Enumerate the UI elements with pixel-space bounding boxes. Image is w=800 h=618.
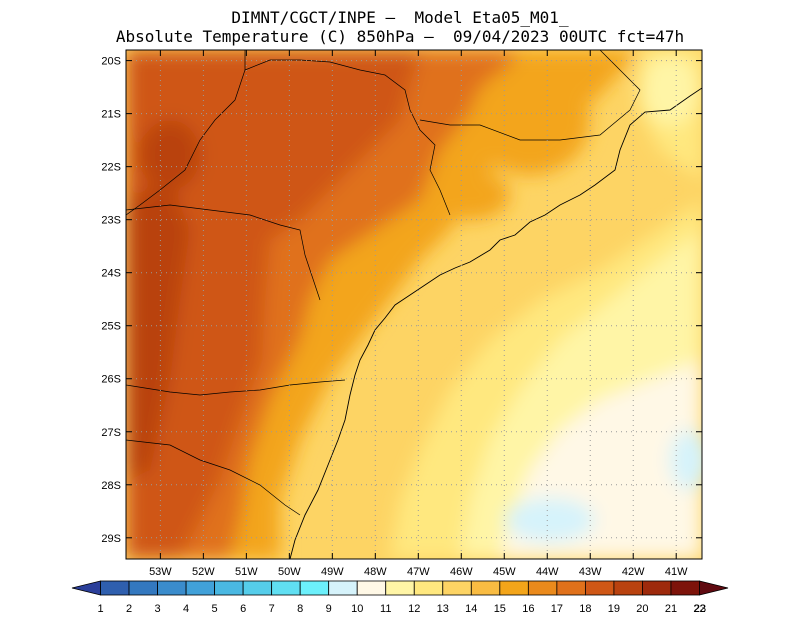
colorbar-swatch <box>527 580 558 596</box>
lat-tick-label: 26S <box>101 374 121 386</box>
colorbar-swatch <box>556 580 586 596</box>
colorbar-swatch <box>271 580 301 596</box>
colorbar-swatch <box>642 580 672 596</box>
colorbar-label: 8 <box>297 603 303 615</box>
latitude-ticks: 20S 21S 22S 23S 24S 25S 26S 27S 28S 29S <box>101 56 702 545</box>
colorbar-swatch <box>699 580 729 596</box>
lon-tick-label: 45W <box>493 566 516 578</box>
colorbar-swatch <box>385 580 415 596</box>
colorbar-label: 16 <box>522 603 534 615</box>
colorbar-swatch <box>185 580 216 596</box>
lon-tick-label: 48W <box>364 566 387 578</box>
colorbar-label: 3 <box>155 603 161 615</box>
lon-tick-label: 43W <box>579 566 602 578</box>
colorbar-label: 23 <box>694 603 706 615</box>
colorbar-label: 22 <box>693 603 705 615</box>
lon-tick-label: 52W <box>192 566 215 578</box>
colorbar-label: 14 <box>465 603 477 615</box>
colorbar-swatch <box>299 580 330 596</box>
lon-tick-label: 50W <box>278 566 301 578</box>
colorbar-label: 5 <box>212 603 218 615</box>
lat-tick-label: 22S <box>101 162 121 174</box>
lat-lon-grid <box>126 50 702 559</box>
state-borders <box>126 50 641 516</box>
colorbar-label: 9 <box>326 603 332 615</box>
lat-tick-label: 23S <box>101 215 121 227</box>
colorbar <box>71 580 729 596</box>
colorbar-label: 19 <box>608 603 620 615</box>
lon-tick-label: 49W <box>321 566 344 578</box>
lat-tick-label: 20S <box>101 56 121 68</box>
colorbar-swatch <box>442 580 472 596</box>
lat-tick-label: 29S <box>101 533 121 545</box>
colorbar-label: 20 <box>636 603 648 615</box>
colorbar-swatch <box>413 580 444 596</box>
colorbar-label: 10 <box>351 603 363 615</box>
colorbar-swatch <box>328 580 358 596</box>
lon-tick-label: 46W <box>450 566 473 578</box>
lat-tick-label: 25S <box>101 321 121 333</box>
lat-tick-label: 28S <box>101 480 121 492</box>
colorbar-label: 15 <box>494 603 506 615</box>
colorbar-label: 12 <box>408 603 420 615</box>
lon-tick-label: 51W <box>235 566 258 578</box>
colorbar-swatch <box>242 580 273 596</box>
lon-tick-label: 44W <box>536 566 559 578</box>
colorbar-swatch <box>128 580 158 596</box>
map-frame <box>125 49 703 560</box>
colorbar-label: 17 <box>551 603 563 615</box>
map-title: DIMNT/CGCT/INPE — Model Eta05_M01_ <box>231 8 569 27</box>
coastline <box>289 87 702 559</box>
longitude-ticks: 53W 52W 51W 50W 49W 48W 47W 46W 45W 44W 43W 42W 41W <box>149 50 688 578</box>
colorbar-label: 1 <box>97 603 103 615</box>
colorbar-label: 2 <box>126 603 132 615</box>
lat-tick-label: 24S <box>101 268 121 280</box>
colorbar-label: 4 <box>183 603 189 615</box>
colorbar-swatch <box>613 580 643 596</box>
colorbar-label: 18 <box>579 603 591 615</box>
colorbar-label: 13 <box>437 603 449 615</box>
lon-tick-label: 47W <box>407 566 430 578</box>
lat-tick-label: 21S <box>101 109 121 121</box>
colorbar-swatch <box>584 580 615 596</box>
colorbar-swatch <box>670 580 700 596</box>
colorbar-label: 6 <box>240 603 246 615</box>
colorbar-label: 11 <box>380 603 391 615</box>
lon-tick-label: 41W <box>665 566 688 578</box>
colorbar-swatch <box>214 580 244 596</box>
colorbar-label: 7 <box>269 603 275 615</box>
map-subtitle: Absolute Temperature (C) 850hPa — 09/04/… <box>115 27 685 46</box>
lon-tick-label: 53W <box>149 566 172 578</box>
temperature-field <box>126 50 702 559</box>
colorbar-swatch <box>499 580 529 596</box>
lon-tick-label: 42W <box>622 566 645 578</box>
colorbar-swatch <box>470 580 501 596</box>
colorbar-swatch <box>157 580 187 596</box>
colorbar-swatch <box>356 580 387 596</box>
colorbar-swatch <box>100 580 130 596</box>
colorbar-label: 21 <box>665 603 677 615</box>
lat-tick-label: 27S <box>101 427 121 439</box>
colorbar-swatch <box>71 580 101 596</box>
